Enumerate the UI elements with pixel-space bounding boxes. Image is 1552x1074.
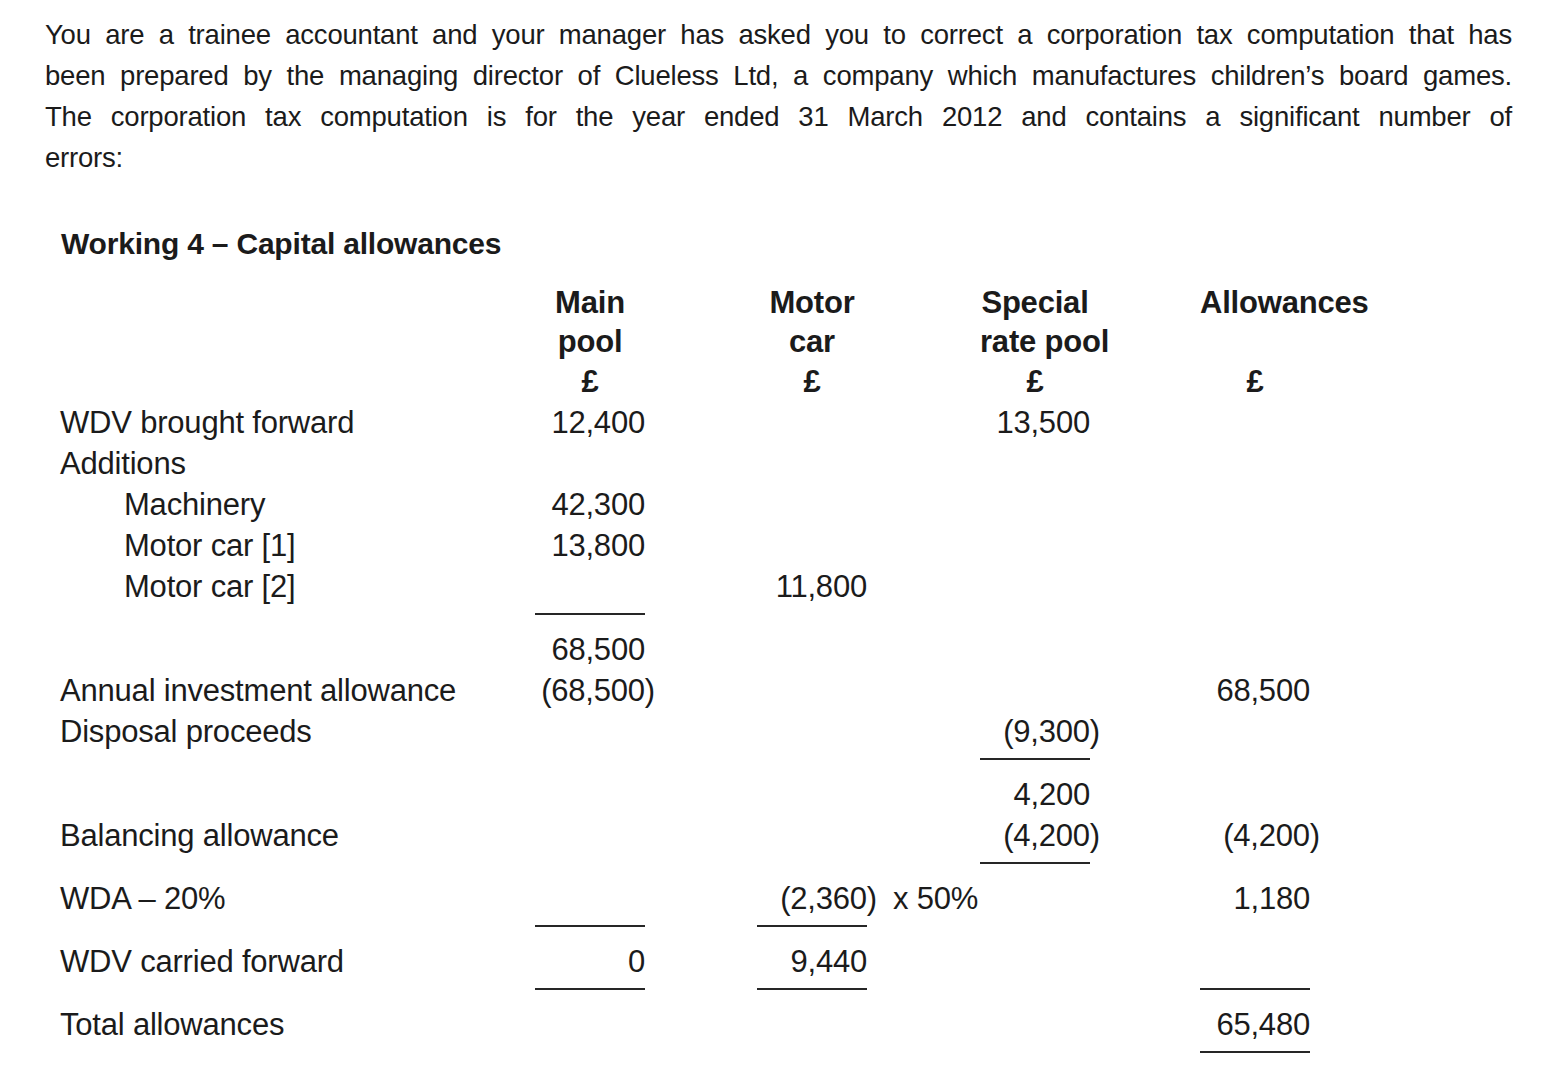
cell-special-rate-pool: 13,500 bbox=[867, 402, 1090, 443]
currency-motor: £ bbox=[757, 361, 867, 402]
document-page: You are a trainee accountant and your ma… bbox=[0, 14, 1552, 1067]
cell-special-rate-pool: (4,200) bbox=[1003, 815, 1100, 856]
intro-paragraph: You are a trainee accountant and your ma… bbox=[45, 14, 1512, 178]
cell-main-pool: 42,300 bbox=[520, 484, 645, 525]
total-rule bbox=[535, 988, 645, 990]
cell-motor-car: (2,360) bbox=[780, 878, 877, 919]
cell-special-rate-pool: (9,300) bbox=[1003, 711, 1100, 752]
cell-motor-car: 9,440 bbox=[645, 941, 867, 982]
total-rule bbox=[535, 613, 645, 615]
col-header-main-2: pool bbox=[535, 323, 645, 361]
working-heading: Working 4 – Capital allowances bbox=[61, 226, 1552, 262]
intro-line: You are a trainee accountant and your ma… bbox=[45, 14, 1512, 55]
rule-row bbox=[60, 982, 1330, 1004]
table-row-additions: Additions bbox=[60, 443, 1330, 484]
rule-row bbox=[60, 752, 1330, 774]
table-row-total-allowances: Total allowances 65,480 bbox=[60, 1004, 1330, 1045]
cell-allowances: (4,200) bbox=[1223, 815, 1320, 856]
cell-main-pool: 68,500 bbox=[520, 629, 645, 670]
cell-motor-car-multiplier: x 50% bbox=[867, 878, 978, 919]
table-header-row-2: pool car rate pool bbox=[60, 323, 1330, 361]
col-header-special: Special bbox=[867, 282, 1090, 323]
table-row-wdv-carried-forward: WDV carried forward 0 9,440 bbox=[60, 941, 1330, 982]
row-label: WDV carried forward bbox=[60, 941, 520, 982]
table-row-machinery: Machinery 42,300 bbox=[60, 484, 1330, 525]
col-header-allowances: Allowances bbox=[1090, 282, 1310, 323]
total-rule bbox=[980, 758, 1090, 760]
total-rule bbox=[1200, 1051, 1310, 1053]
col-header-motor-2: car bbox=[757, 323, 867, 361]
col-header-special-2: rate pool bbox=[980, 323, 1090, 361]
row-label: Balancing allowance bbox=[60, 815, 520, 856]
table-row-wda: WDA – 20% (2,360) x 50% 1,180 bbox=[60, 878, 1330, 919]
intro-line: The corporation tax computation is for t… bbox=[45, 96, 1512, 137]
currency-main: £ bbox=[535, 361, 645, 402]
rule-row bbox=[60, 1045, 1330, 1067]
cell-allowances: 65,480 bbox=[1090, 1004, 1310, 1045]
row-label: Machinery bbox=[60, 484, 520, 525]
table-row-motor-car-2: Motor car [2] 11,800 bbox=[60, 566, 1330, 607]
row-label: WDV brought forward bbox=[60, 402, 520, 443]
row-label: Total allowances bbox=[60, 1004, 520, 1045]
cell-allowances: 68,500 bbox=[1090, 670, 1310, 711]
table-row-additions-total: 68,500 bbox=[60, 629, 1330, 670]
col-header-motor: Motor bbox=[645, 282, 867, 323]
table-row-annual-investment-allowance: Annual investment allowance (68,500) 68,… bbox=[60, 670, 1330, 711]
table-currency-row: £ £ £ £ bbox=[60, 361, 1330, 402]
cell-allowances: 1,180 bbox=[1090, 878, 1310, 919]
table-row-disposal-proceeds: Disposal proceeds (9,300) bbox=[60, 711, 1330, 752]
rule-row bbox=[60, 607, 1330, 629]
capital-allowances-table: Main Motor Special Allowances pool car r… bbox=[60, 282, 1330, 1067]
currency-allowances: £ bbox=[1200, 361, 1310, 402]
col-header-main: Main bbox=[520, 282, 645, 323]
total-rule bbox=[1200, 988, 1310, 990]
row-label: Disposal proceeds bbox=[60, 711, 520, 752]
table-row-motor-car-1: Motor car [1] 13,800 bbox=[60, 525, 1330, 566]
currency-special: £ bbox=[980, 361, 1090, 402]
cell-main-pool: 12,400 bbox=[520, 402, 645, 443]
row-label: Additions bbox=[60, 443, 520, 484]
row-label: Annual investment allowance bbox=[60, 670, 520, 711]
total-rule bbox=[757, 988, 867, 990]
table-row-wdv-brought-forward: WDV brought forward 12,400 13,500 bbox=[60, 402, 1330, 443]
cell-motor-car: 11,800 bbox=[645, 566, 867, 607]
intro-line: been prepared by the managing director o… bbox=[45, 55, 1512, 96]
table-row-srp-subtotal: 4,200 bbox=[60, 774, 1330, 815]
table-header-row-1: Main Motor Special Allowances bbox=[60, 282, 1330, 323]
cell-main-pool: 13,800 bbox=[520, 525, 645, 566]
total-rule bbox=[757, 925, 867, 927]
cell-main-pool: 0 bbox=[520, 941, 645, 982]
intro-line: errors: bbox=[45, 137, 1512, 178]
row-label: Motor car [2] bbox=[60, 566, 520, 607]
cell-main-pool: (68,500) bbox=[541, 670, 655, 711]
rule-row bbox=[60, 856, 1330, 878]
row-label: Motor car [1] bbox=[60, 525, 520, 566]
table-row-balancing-allowance: Balancing allowance (4,200) (4,200) bbox=[60, 815, 1330, 856]
rule-row bbox=[60, 919, 1330, 941]
total-rule bbox=[535, 925, 645, 927]
row-label: WDA – 20% bbox=[60, 878, 520, 919]
cell-special-rate-pool: 4,200 bbox=[867, 774, 1090, 815]
total-rule bbox=[980, 862, 1090, 864]
